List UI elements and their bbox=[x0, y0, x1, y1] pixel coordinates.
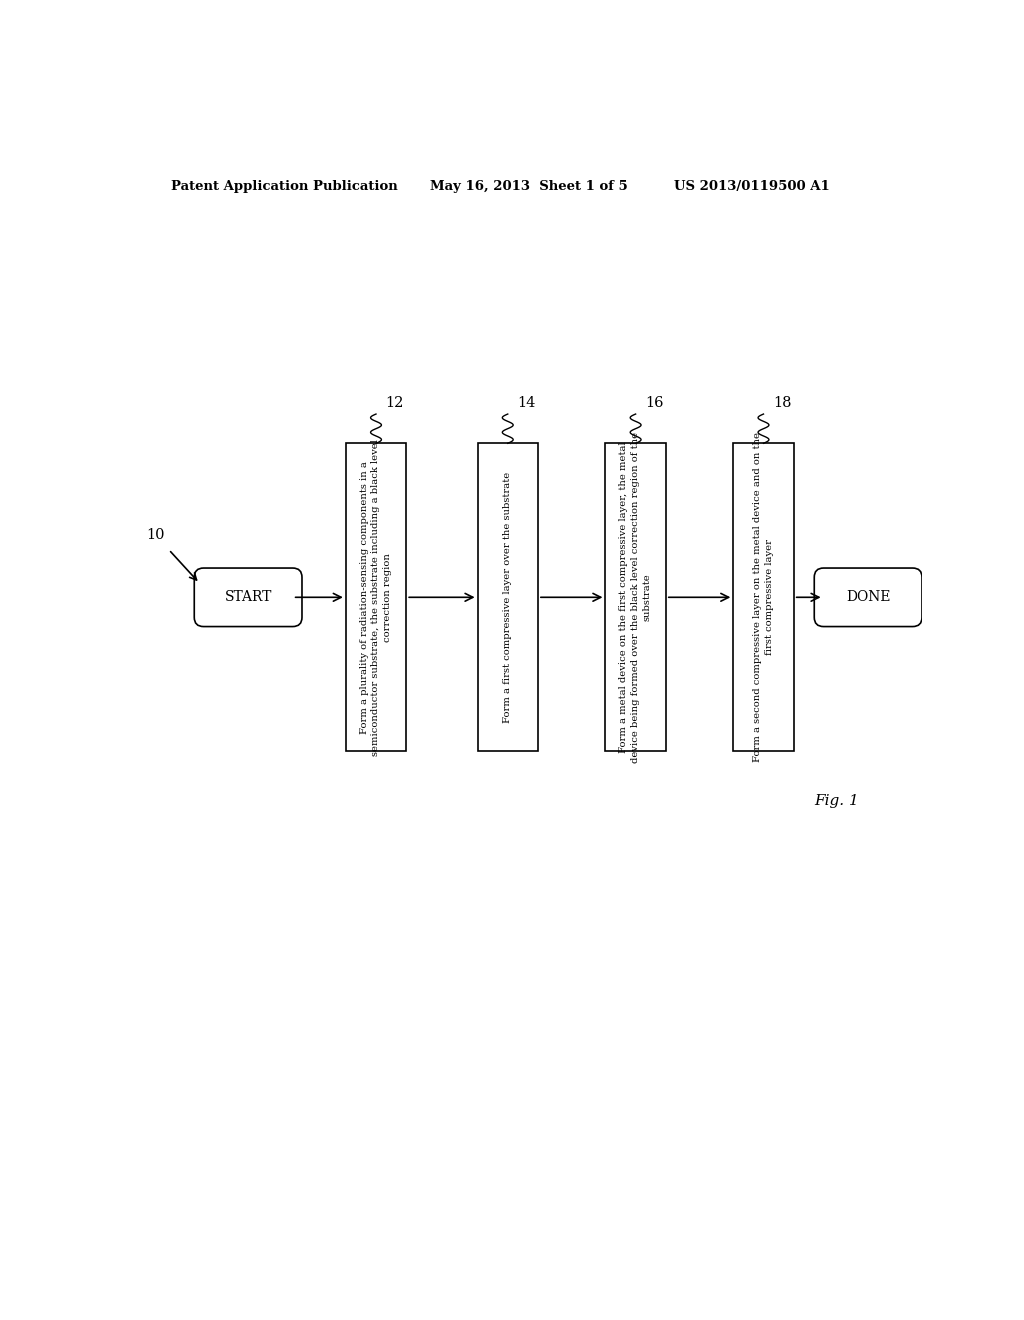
Text: START: START bbox=[224, 590, 271, 605]
Text: 12: 12 bbox=[385, 396, 403, 411]
Text: 10: 10 bbox=[146, 528, 165, 543]
Bar bbox=[346, 444, 407, 751]
Text: US 2013/0119500 A1: US 2013/0119500 A1 bbox=[675, 180, 830, 193]
Text: Form a metal device on the first compressive layer, the metal
device being forme: Form a metal device on the first compres… bbox=[620, 432, 652, 763]
Text: Patent Application Publication: Patent Application Publication bbox=[171, 180, 397, 193]
Bar bbox=[733, 444, 794, 751]
Text: 18: 18 bbox=[773, 396, 792, 411]
Text: 16: 16 bbox=[645, 396, 664, 411]
Text: Form a first compressive layer over the substrate: Form a first compressive layer over the … bbox=[503, 471, 512, 723]
Bar bbox=[477, 444, 538, 751]
Text: Form a second compressive layer on the metal device and on the
first compressive: Form a second compressive layer on the m… bbox=[753, 433, 774, 763]
Text: Fig. 1: Fig. 1 bbox=[814, 793, 859, 808]
Text: 14: 14 bbox=[517, 396, 536, 411]
Text: DONE: DONE bbox=[846, 590, 891, 605]
Bar bbox=[605, 444, 666, 751]
Text: Form a plurality of radiation-sensing components in a
semiconductor substrate, t: Form a plurality of radiation-sensing co… bbox=[359, 438, 392, 756]
Text: May 16, 2013  Sheet 1 of 5: May 16, 2013 Sheet 1 of 5 bbox=[430, 180, 628, 193]
